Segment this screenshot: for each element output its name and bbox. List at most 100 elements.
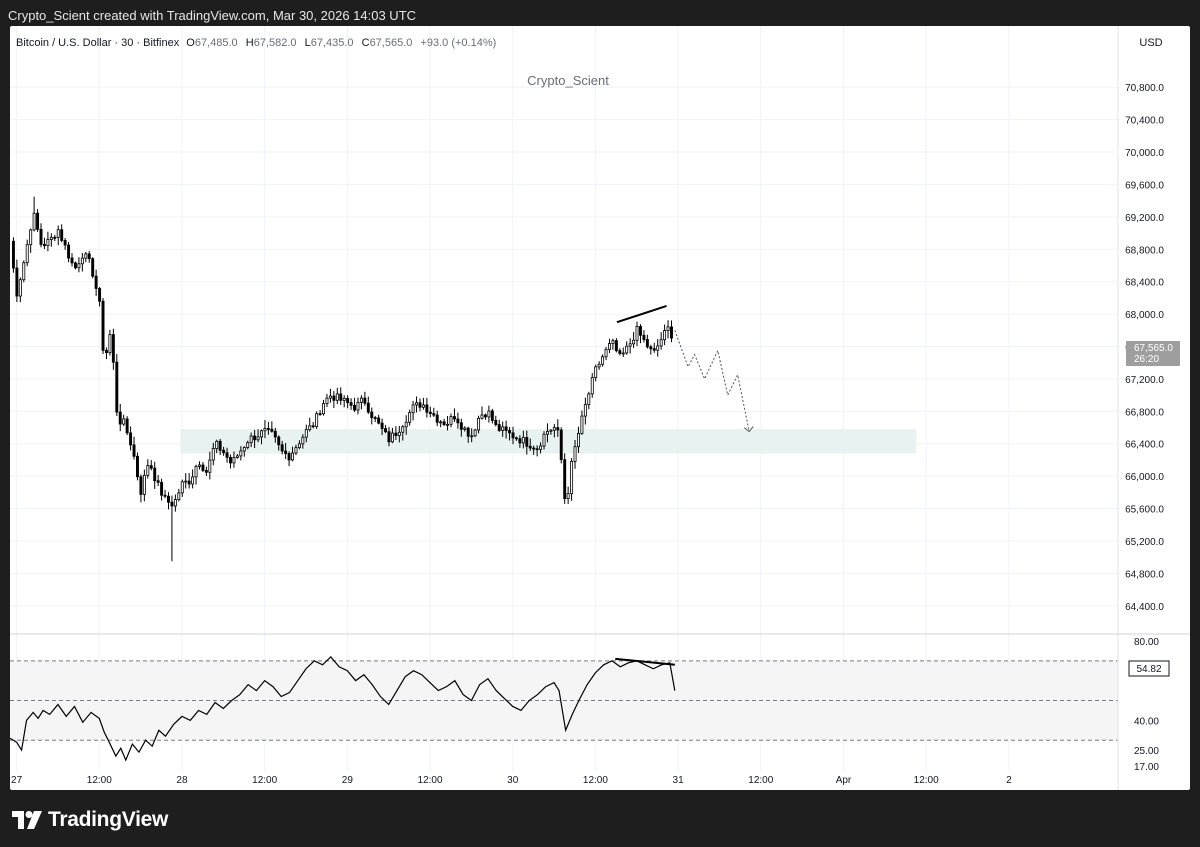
candle-body — [601, 356, 605, 365]
candle-body — [366, 402, 370, 413]
candle-body — [449, 416, 453, 425]
price-badge-value: 67,565.0 — [1134, 343, 1173, 354]
candle-body — [29, 229, 33, 246]
candle-body — [490, 410, 494, 421]
candle-body — [56, 229, 60, 238]
candle-body — [404, 421, 408, 428]
candle-body — [652, 348, 656, 351]
y-tick-label: 64,800.0 — [1125, 569, 1164, 580]
candle-body — [104, 349, 108, 354]
candle-body — [315, 413, 319, 428]
candle-body — [232, 457, 236, 464]
candle-body — [118, 411, 122, 425]
candle-body — [535, 448, 539, 451]
y-tick-label: 68,400.0 — [1125, 278, 1164, 289]
candle-body — [198, 464, 201, 467]
candle-body — [532, 447, 536, 450]
candle-body — [594, 366, 598, 378]
chart-svg[interactable]: 27 12:00 28 12:00 29 12:00 30 12:00 31 12:00 Apr 12… — [10, 26, 1190, 790]
candle-body — [84, 253, 88, 259]
candle-body — [649, 346, 653, 350]
candle-body — [63, 240, 67, 246]
legend-low-value: 67,435.0 — [311, 37, 354, 49]
candle-body — [583, 404, 587, 417]
candle-body — [387, 431, 391, 443]
tradingview-logo-icon — [12, 811, 42, 829]
chart-panel[interactable]: 27 12:00 28 12:00 29 12:00 30 12:00 31 12:00 Apr 12… — [10, 26, 1190, 790]
candle-body — [353, 404, 356, 411]
candle-body — [91, 258, 95, 277]
candle-body — [139, 476, 143, 495]
trendline — [616, 305, 667, 324]
candle-body — [187, 480, 191, 485]
top-caption-bar: Crypto_Scient created with TradingView.c… — [0, 0, 1200, 26]
candle-body — [87, 253, 91, 260]
legend-high-value: 67,582.0 — [254, 37, 297, 49]
candle-body — [136, 455, 139, 478]
candle-body — [487, 410, 491, 418]
x-tick-label: 27 — [11, 775, 23, 786]
legend-open-value: 67,485.0 — [195, 37, 238, 49]
candle-body — [501, 426, 505, 431]
candle-body — [256, 436, 260, 441]
y-tick-label: 68,800.0 — [1125, 245, 1164, 256]
candle-body — [408, 412, 412, 423]
currency-label[interactable]: USD — [1139, 37, 1162, 49]
x-tick-label: 31 — [673, 775, 685, 786]
candle-body — [184, 480, 188, 483]
candle-body — [559, 429, 563, 461]
candle-body — [604, 348, 608, 358]
candle-body — [511, 432, 515, 439]
y-tick-label: 70,400.0 — [1125, 116, 1164, 127]
candle-body — [656, 345, 660, 351]
candle-body — [611, 340, 615, 344]
candle-body — [442, 421, 446, 426]
candle-body — [284, 450, 288, 454]
x-tick-label: 12:00 — [418, 775, 443, 786]
candle-body — [325, 397, 329, 404]
candle-body — [15, 267, 19, 297]
candle-body — [370, 411, 374, 419]
candle-body — [356, 401, 360, 411]
candle-body — [242, 447, 246, 452]
candle-body — [483, 414, 487, 418]
legend-symbol: Bitcoin / U.S. Dollar · 30 · Bitfinex — [16, 37, 180, 49]
candle-body — [477, 417, 481, 431]
candle-body — [570, 461, 574, 495]
candle-body — [418, 402, 422, 408]
candle-body — [411, 404, 415, 414]
candle-body — [563, 459, 567, 500]
candle-body — [253, 435, 257, 441]
candle-body — [125, 418, 129, 434]
candle-body — [39, 228, 43, 245]
candle-body — [521, 437, 525, 444]
candle-body — [359, 397, 363, 403]
candle-body — [142, 474, 146, 495]
candle-body — [167, 495, 170, 503]
candle-body — [98, 288, 102, 302]
candle-body — [542, 433, 546, 447]
rsi-tick-label: 40.00 — [1134, 716, 1159, 727]
candle-body — [153, 467, 157, 482]
y-tick-label: 67,200.0 — [1125, 375, 1164, 386]
candle-body — [77, 263, 81, 269]
candle-body — [132, 444, 136, 457]
watermark-text: Crypto_Scient — [527, 73, 609, 88]
y-tick-label: 65,600.0 — [1125, 505, 1164, 516]
candle-body — [177, 492, 181, 500]
y-tick-label: 64,400.0 — [1125, 602, 1164, 613]
candle-body — [625, 345, 629, 354]
drawing-layer — [616, 305, 754, 433]
candle-body — [149, 465, 153, 469]
candle-body — [545, 430, 549, 435]
x-tick-label: Apr — [836, 775, 852, 786]
candle-body — [294, 447, 298, 454]
candle-body — [273, 430, 277, 438]
tradingview-logo[interactable]: TradingView — [12, 808, 168, 832]
candle-body — [394, 432, 398, 437]
candle-body — [311, 425, 315, 428]
candle-body — [304, 429, 308, 438]
x-tick-label: 28 — [176, 775, 188, 786]
x-tick-label: 12:00 — [252, 775, 277, 786]
caption-text: Crypto_Scient created with TradingView.c… — [8, 8, 417, 23]
